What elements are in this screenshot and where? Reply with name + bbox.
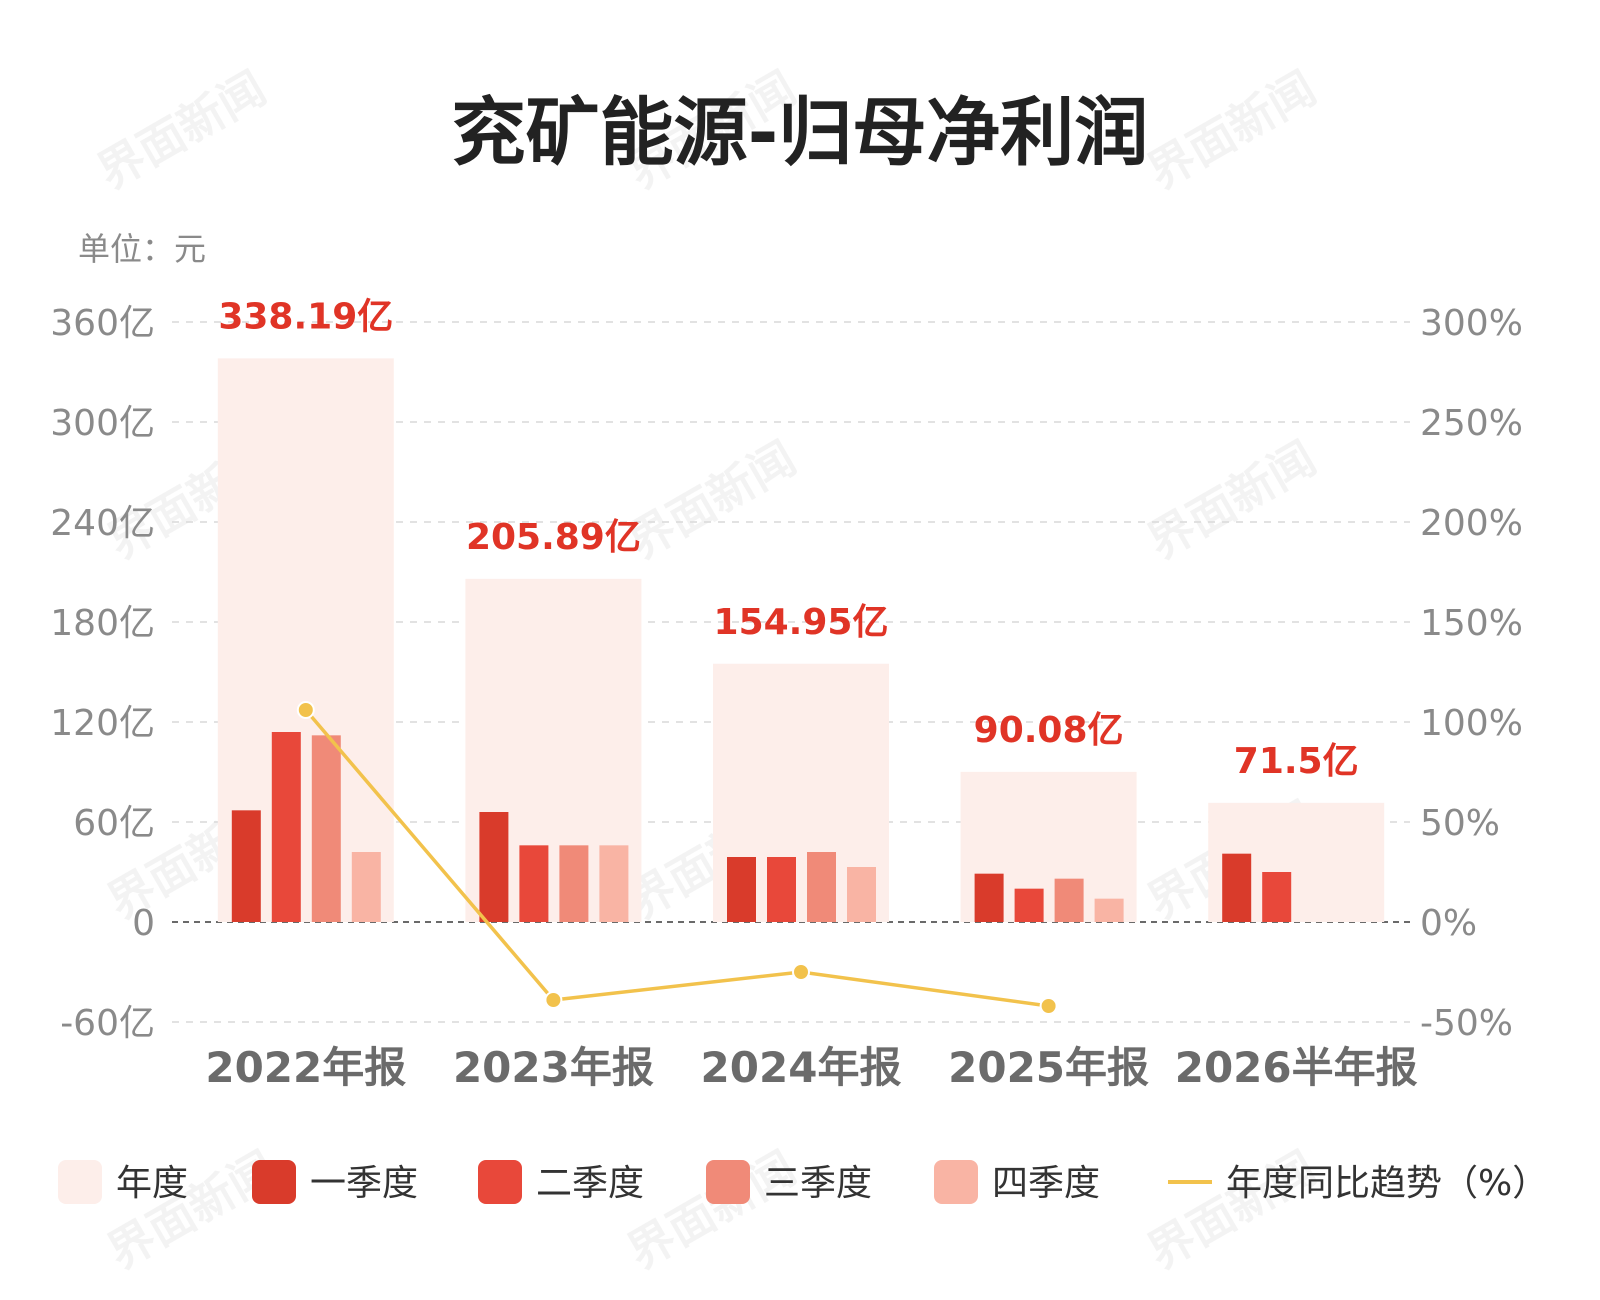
y-right-tick-label: 250% <box>1420 403 1523 444</box>
legend-swatch <box>478 1160 522 1204</box>
y-left-tick-label: 60亿 <box>73 803 155 844</box>
x-tick-label: 2026半年报 <box>1175 1043 1418 1092</box>
yoy-point <box>544 991 563 1009</box>
watermark-text: 界面新闻 <box>619 431 805 570</box>
chart-title: 兖矿能源-归母净利润 <box>452 90 1149 176</box>
y-right-tick-label: 300% <box>1420 303 1523 344</box>
y-right-tick-label: 150% <box>1420 603 1523 644</box>
bar-q3 <box>807 852 836 922</box>
legend-swatch <box>58 1160 102 1204</box>
unit-label: 单位：元 <box>78 230 206 268</box>
legend-label: 二季度 <box>536 1163 644 1204</box>
y-left-tick-label: -60亿 <box>60 1003 155 1044</box>
y-right-tick-label: 100% <box>1420 703 1523 744</box>
bar-q3 <box>559 845 589 922</box>
bars <box>217 358 1385 923</box>
bar-q4 <box>351 852 381 922</box>
y-right-tick-label: 200% <box>1420 503 1523 544</box>
bar-q2 <box>767 857 796 922</box>
legend: 年度 一季度 二季度 三季度 四季度 年度同比趋势（%） <box>58 1160 1548 1204</box>
watermark-text: 界面新闻 <box>1139 1141 1325 1280</box>
y-left-tick-label: 360亿 <box>50 303 155 344</box>
y-left-tick-label: 300亿 <box>50 403 155 444</box>
y-left-tick-label: 0 <box>132 903 155 944</box>
total-value-label: 71.5亿 <box>1234 741 1359 782</box>
bar-q2 <box>1262 872 1292 922</box>
y-axis-right: -50% 0% 50% 100% 150% 200% 250% 300% <box>1420 303 1523 1044</box>
y-left-tick-label: 240亿 <box>50 503 155 544</box>
y-left-tick-label: 120亿 <box>50 703 155 744</box>
y-right-tick-label: 0% <box>1420 903 1477 944</box>
y-right-tick-label: -50% <box>1420 1003 1513 1044</box>
watermark-text: 界面新闻 <box>1139 431 1325 570</box>
y-right-tick-label: 50% <box>1420 803 1500 844</box>
legend-swatch <box>252 1160 296 1204</box>
yoy-point <box>1039 997 1058 1015</box>
bar-q1 <box>1222 853 1252 922</box>
x-axis: 2022年报 2023年报 2024年报 2025年报 2026半年报 <box>205 1043 1417 1092</box>
total-value-label: 154.95亿 <box>714 602 889 643</box>
y-axis-left: -60亿 0 60亿 120亿 180亿 240亿 300亿 360亿 <box>50 303 155 1044</box>
yoy-point <box>792 963 810 981</box>
yoy-point <box>296 701 315 719</box>
total-labels: 338.19亿 205.89亿 154.95亿 90.08亿 71.5亿 <box>218 296 1358 781</box>
bar-q1 <box>231 810 261 922</box>
bar-q1 <box>479 812 509 922</box>
bar-q4 <box>1094 898 1124 922</box>
total-value-label: 90.08亿 <box>974 710 1124 751</box>
bar-q4 <box>599 845 629 922</box>
legend-label: 三季度 <box>764 1163 872 1204</box>
bar-q1 <box>974 873 1004 922</box>
total-value-label: 205.89亿 <box>466 517 641 558</box>
legend-label: 年度同比趋势（%） <box>1226 1163 1548 1204</box>
watermark-text: 界面新闻 <box>1139 61 1325 200</box>
bar-q2 <box>519 845 549 922</box>
legend-label: 一季度 <box>310 1163 418 1204</box>
x-tick-label: 2024年报 <box>701 1043 902 1092</box>
watermark-text: 界面新闻 <box>89 61 275 200</box>
legend-label: 四季度 <box>992 1163 1100 1204</box>
x-tick-label: 2022年报 <box>205 1043 406 1092</box>
x-tick-label: 2025年报 <box>948 1043 1149 1092</box>
bar-q4 <box>847 867 876 922</box>
legend-swatch <box>934 1160 978 1204</box>
legend-swatch <box>706 1160 750 1204</box>
yoy-line <box>296 701 1058 1015</box>
bar-q2 <box>1014 888 1044 922</box>
bar-q2 <box>271 732 301 922</box>
x-tick-label: 2023年报 <box>453 1043 654 1092</box>
bar-q3 <box>1054 878 1084 922</box>
bar-q1 <box>727 857 756 922</box>
bar-q3 <box>311 735 341 922</box>
yoy-trend-line <box>304 708 1049 1008</box>
y-left-tick-label: 180亿 <box>50 603 155 644</box>
total-value-label: 338.19亿 <box>218 296 393 337</box>
legend-label: 年度 <box>116 1163 188 1204</box>
